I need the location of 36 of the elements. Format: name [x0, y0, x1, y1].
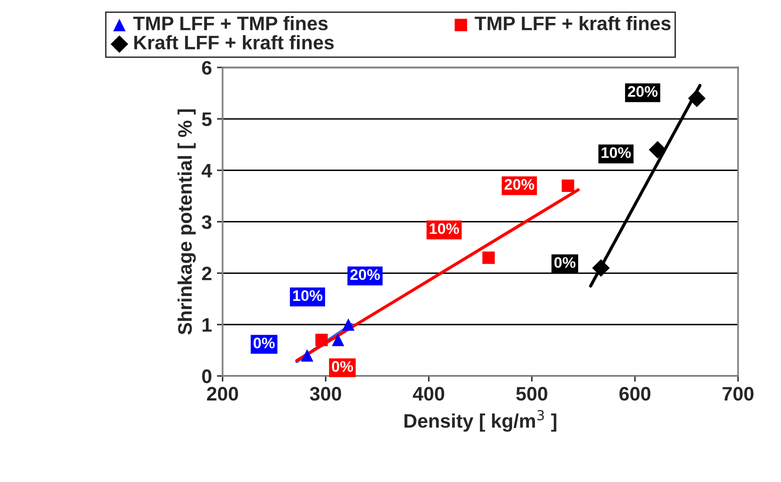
point [332, 334, 344, 346]
x-tick-label: 700 [722, 386, 754, 401]
legend-label: TMP LFF + kraft fines [474, 16, 671, 30]
y-tick-label: 1 [202, 318, 212, 332]
x-tick-label: 300 [310, 386, 342, 401]
y-tick-label: 0 [202, 369, 212, 384]
y-tick-label: 5 [202, 112, 212, 126]
legend-label: TMP LFF + TMP fines [133, 16, 328, 30]
point [592, 259, 610, 277]
point [342, 318, 355, 331]
point [482, 252, 495, 264]
y-tick-label: 6 [202, 60, 212, 75]
annotation: 10% [602, 147, 631, 158]
annotation: 20% [628, 86, 658, 97]
x-tick-label: 500 [516, 386, 548, 401]
point [688, 90, 706, 108]
x-tick-label: 600 [619, 386, 650, 401]
annotation: 0% [332, 361, 354, 372]
y-axis-title: Shrinkage potential [ % ] [178, 109, 196, 335]
point [300, 349, 314, 362]
y-tick-label: 3 [202, 215, 212, 229]
point [648, 140, 666, 159]
annotation: 20% [350, 269, 380, 280]
y-tick-label: 2 [202, 266, 212, 280]
annotation: 20% [504, 179, 534, 190]
annotation: 10% [430, 223, 460, 234]
x-axis-title: Density [ kg/m$^{3}$ ] [404, 410, 556, 432]
annotation: 10% [293, 290, 322, 302]
x-tick-label: 200 [207, 386, 238, 401]
point [562, 180, 574, 192]
x-tick-label: 400 [412, 386, 444, 401]
legend-label: Kraft LFF + kraft fines [134, 35, 334, 50]
point [315, 334, 328, 346]
annotation: 0% [554, 257, 576, 268]
annotation: 0% [254, 338, 275, 348]
y-tick-label: 4 [202, 164, 212, 178]
